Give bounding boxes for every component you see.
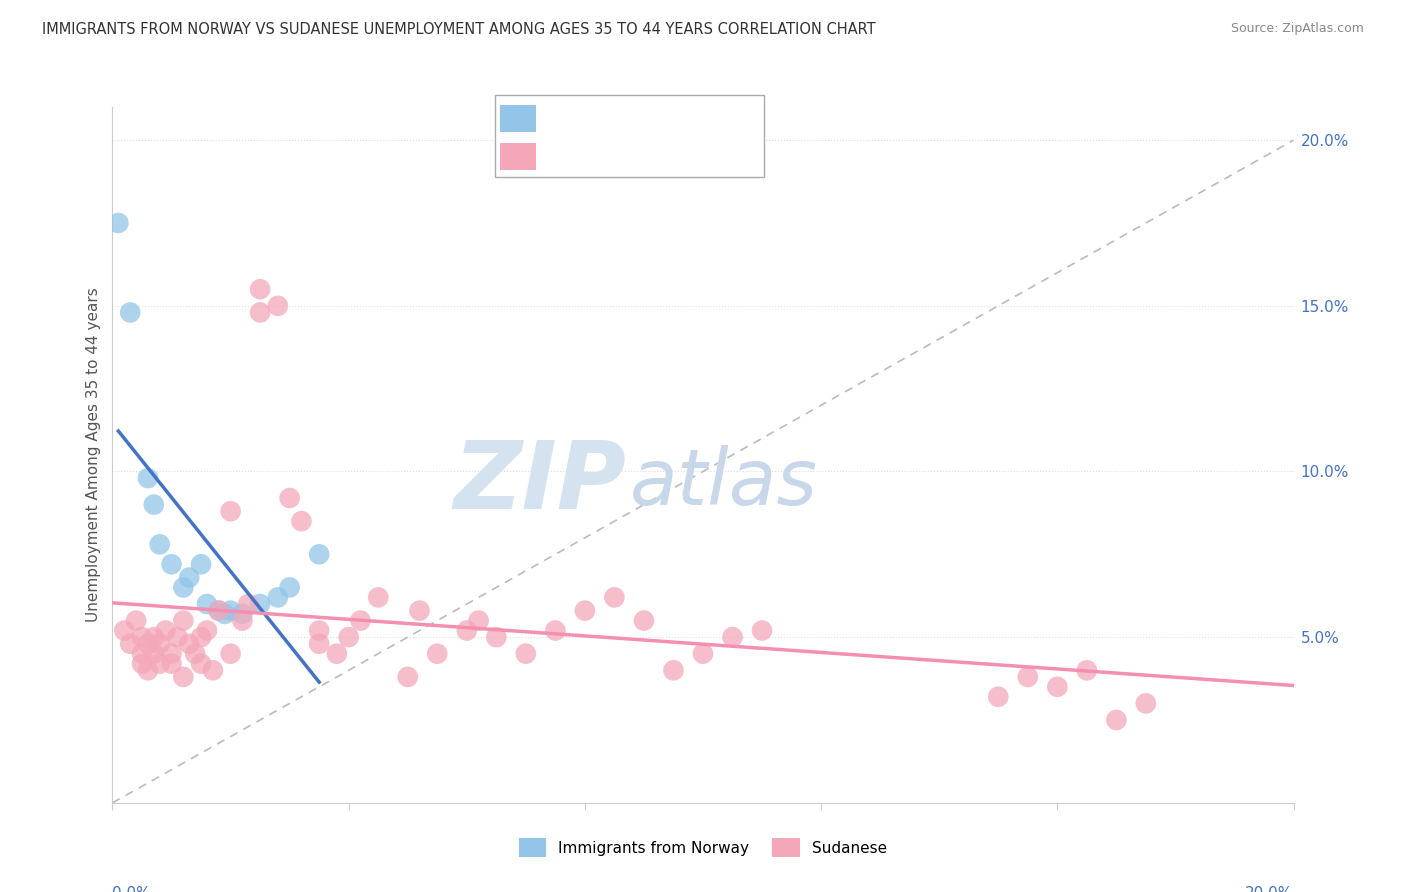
Point xyxy=(214,607,236,621)
Point xyxy=(120,305,142,319)
Point xyxy=(172,614,194,628)
Point xyxy=(172,581,194,595)
Text: 60: 60 xyxy=(686,149,709,164)
Text: Source: ZipAtlas.com: Source: ZipAtlas.com xyxy=(1230,22,1364,36)
Point xyxy=(112,624,135,638)
Bar xyxy=(501,104,536,132)
Point xyxy=(179,570,201,584)
Point xyxy=(160,558,183,572)
Point xyxy=(278,491,301,505)
Point xyxy=(367,591,389,605)
Point xyxy=(195,624,218,638)
Text: N =: N = xyxy=(645,149,679,164)
Point xyxy=(308,637,330,651)
Point xyxy=(120,637,142,651)
Point xyxy=(208,604,231,618)
Point xyxy=(426,647,449,661)
Point xyxy=(219,604,242,618)
Bar xyxy=(501,143,536,169)
Point xyxy=(190,558,212,572)
Point xyxy=(160,647,183,661)
Point xyxy=(184,647,207,661)
Point xyxy=(326,647,349,661)
Point xyxy=(155,624,177,638)
Point xyxy=(290,514,312,528)
Point xyxy=(278,581,301,595)
Point xyxy=(131,647,153,661)
Point xyxy=(172,670,194,684)
Point xyxy=(633,614,655,628)
Point xyxy=(456,624,478,638)
Y-axis label: Unemployment Among Ages 35 to 44 years: Unemployment Among Ages 35 to 44 years xyxy=(86,287,101,623)
Point xyxy=(574,604,596,618)
Point xyxy=(179,637,201,651)
Point xyxy=(219,504,242,518)
Point xyxy=(349,614,371,628)
Point xyxy=(231,607,253,621)
FancyBboxPatch shape xyxy=(495,95,763,177)
Text: N =: N = xyxy=(645,111,679,126)
Point xyxy=(721,630,744,644)
Text: R =: R = xyxy=(547,111,581,126)
Point xyxy=(1076,663,1098,677)
Point xyxy=(208,604,231,618)
Point xyxy=(136,637,159,651)
Point xyxy=(396,670,419,684)
Point xyxy=(160,657,183,671)
Point xyxy=(467,614,489,628)
Point xyxy=(107,216,129,230)
Point xyxy=(267,591,290,605)
Point xyxy=(136,663,159,677)
Point xyxy=(249,597,271,611)
Point xyxy=(142,647,165,661)
Text: atlas: atlas xyxy=(630,445,818,521)
Text: 0.254: 0.254 xyxy=(588,149,637,164)
Point xyxy=(1105,713,1128,727)
Text: IMMIGRANTS FROM NORWAY VS SUDANESE UNEMPLOYMENT AMONG AGES 35 TO 44 YEARS CORREL: IMMIGRANTS FROM NORWAY VS SUDANESE UNEMP… xyxy=(42,22,876,37)
Point xyxy=(603,591,626,605)
Text: 0.217: 0.217 xyxy=(588,111,636,126)
Point xyxy=(131,630,153,644)
Point xyxy=(190,630,212,644)
Point xyxy=(190,657,212,671)
Point xyxy=(662,663,685,677)
Point xyxy=(337,630,360,644)
Legend: Immigrants from Norway, Sudanese: Immigrants from Norway, Sudanese xyxy=(512,830,894,864)
Point xyxy=(249,305,271,319)
Point xyxy=(485,630,508,644)
Point xyxy=(1135,697,1157,711)
Point xyxy=(1017,670,1039,684)
Point xyxy=(308,547,330,561)
Point xyxy=(219,647,242,661)
Point xyxy=(195,597,218,611)
Point xyxy=(408,604,430,618)
Text: ZIP: ZIP xyxy=(453,437,626,529)
Point xyxy=(136,471,159,485)
Text: 18: 18 xyxy=(686,111,707,126)
Point xyxy=(987,690,1010,704)
Point xyxy=(692,647,714,661)
Point xyxy=(166,630,188,644)
Point xyxy=(201,663,224,677)
Text: 20.0%: 20.0% xyxy=(1246,886,1294,892)
Point xyxy=(267,299,290,313)
Point xyxy=(125,614,148,628)
Point xyxy=(231,614,253,628)
Point xyxy=(515,647,537,661)
Point xyxy=(149,657,172,671)
Point xyxy=(751,624,773,638)
Point xyxy=(308,624,330,638)
Point xyxy=(238,597,260,611)
Point xyxy=(142,498,165,512)
Point xyxy=(149,537,172,551)
Text: 0.0%: 0.0% xyxy=(112,886,152,892)
Point xyxy=(131,657,153,671)
Point xyxy=(142,630,165,644)
Point xyxy=(149,637,172,651)
Point xyxy=(544,624,567,638)
Point xyxy=(1046,680,1069,694)
Text: R =: R = xyxy=(547,149,581,164)
Point xyxy=(249,282,271,296)
